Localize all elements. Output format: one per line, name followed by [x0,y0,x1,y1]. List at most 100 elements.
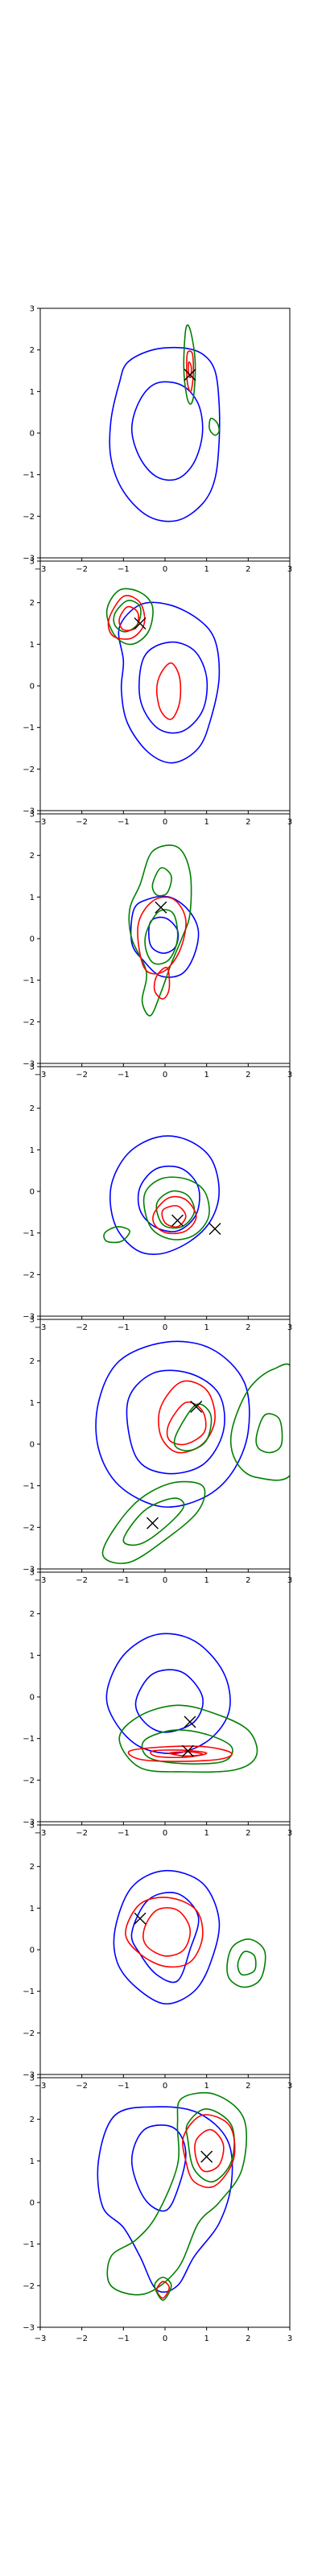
y-tick-label: 3 [30,1822,35,1831]
y-tick-label: −1 [23,2240,35,2249]
x-tick-label: 3 [287,2334,292,2343]
y-tick-label: 2 [30,1104,35,1113]
contour-green-9 [255,1413,283,1454]
contour-red-6 [152,1195,197,1235]
x-tick-label: 2 [246,565,250,574]
x-tick-label: 1 [204,818,208,827]
contour-green-3 [128,844,192,1017]
x-tick-label: 2 [246,1323,250,1332]
x-tick-label: −2 [76,1829,88,1838]
x-tick-label: 2 [246,818,250,827]
contour-green-3 [142,1176,210,1241]
y-tick-label: 2 [30,852,35,861]
x-tick-label: 0 [163,1576,167,1585]
x-tick-label: 1 [204,565,208,574]
y-tick-label: 3 [30,2074,35,2083]
chart-panel-2: −3 −3 −2 −2 −1 −1 0 0 1 1 2 2 3 3 [23,558,292,828]
contour-green-8 [229,1363,290,1481]
x-marker-1 [134,1912,147,1925]
y-tick-label: 2 [30,1863,35,1872]
x-marker-1 [184,369,196,382]
y-tick-label: −3 [23,1818,35,1827]
contour-green-7 [122,1497,185,1546]
x-tick-label: 0 [163,818,167,827]
contour-blue-1 [109,1135,220,1256]
plot-area [113,1869,266,2005]
axes-frame [39,308,291,559]
contour-green-4 [185,2107,235,2183]
y-tick-label: 0 [30,935,35,944]
x-marker-1 [155,901,167,914]
contour-red-5 [182,2114,236,2189]
y-tick-label: 1 [30,1146,35,1155]
y-tick-label: 1 [30,1905,35,1913]
y-tick-label: 1 [30,388,35,397]
x-tick-label: −2 [76,1071,88,1080]
x-tick-label: −1 [118,1071,130,1080]
contour-red-6 [150,1749,208,1759]
contour-green-3 [183,324,196,405]
axes-frame [39,1571,291,1823]
y-tick-label: −3 [23,555,35,564]
contour-blue-1 [109,346,221,522]
plot-area [105,1633,258,1773]
y-tick-label: −3 [23,2324,35,2333]
x-tick-label: −2 [76,818,88,827]
x-marker-1 [200,2150,213,2163]
contour-red-4 [166,1401,207,1446]
y-tick-label: −3 [23,1060,35,1069]
plot-area [95,1340,290,1564]
y-tick-label: −1 [23,1735,35,1744]
contour-green-8 [154,2277,172,2301]
contour-red-6 [194,2128,225,2173]
chart-panel-4: −3 −3 −2 −2 −1 −1 0 0 1 1 2 2 3 3 [23,1063,292,1333]
contour-blue-2 [134,1669,204,1733]
contour-green-5 [226,1938,266,1988]
axes-frame [39,813,291,1064]
x-tick-label: 1 [204,1323,208,1332]
contour-red-6 [137,896,187,975]
contour-red-3 [158,1380,216,1454]
x-tick-label: −2 [76,565,88,574]
y-tick-label: −1 [23,471,35,480]
y-tick-label: 0 [30,2199,35,2208]
y-tick-label: 3 [30,811,35,819]
contour-green-4 [151,867,172,897]
y-tick-label: 0 [30,430,35,439]
x-tick-label: 2 [246,2334,250,2343]
x-tick-label: 2 [246,1829,250,1838]
contour-red-5 [186,350,195,393]
x-tick-label: −1 [118,565,130,574]
contour-blue-2 [138,641,208,734]
x-tick-label: −2 [76,1576,88,1585]
x-tick-label: 0 [163,1323,167,1332]
x-marker-1 [208,1223,221,1235]
contour-green-3 [106,2092,248,2296]
plot-area [105,588,221,764]
contour-blue-1 [97,2106,233,2293]
contour-blue-2 [130,1892,200,1984]
x-tick-label: −3 [35,2334,47,2343]
contour-blue-2 [148,916,180,954]
axes-frame [39,2077,291,2328]
contour-red-6 [107,595,146,640]
x-tick-label: 0 [163,2334,167,2343]
y-tick-label: −1 [23,1229,35,1238]
y-tick-label: −2 [23,1524,35,1533]
contour-red-7 [168,1751,204,1757]
contour-red-4 [142,1907,192,1957]
x-tick-label: 0 [163,565,167,574]
contour-red-3 [125,1897,204,1968]
y-tick-label: 0 [30,683,35,691]
x-tick-label: 2 [246,2082,250,2091]
axes-frame [39,560,291,811]
y-tick-label: −2 [23,1777,35,1785]
y-tick-label: 0 [30,1188,35,1197]
x-tick-label: 0 [163,1071,167,1080]
y-tick-label: 2 [30,1357,35,1366]
y-tick-label: 0 [30,1694,35,1703]
